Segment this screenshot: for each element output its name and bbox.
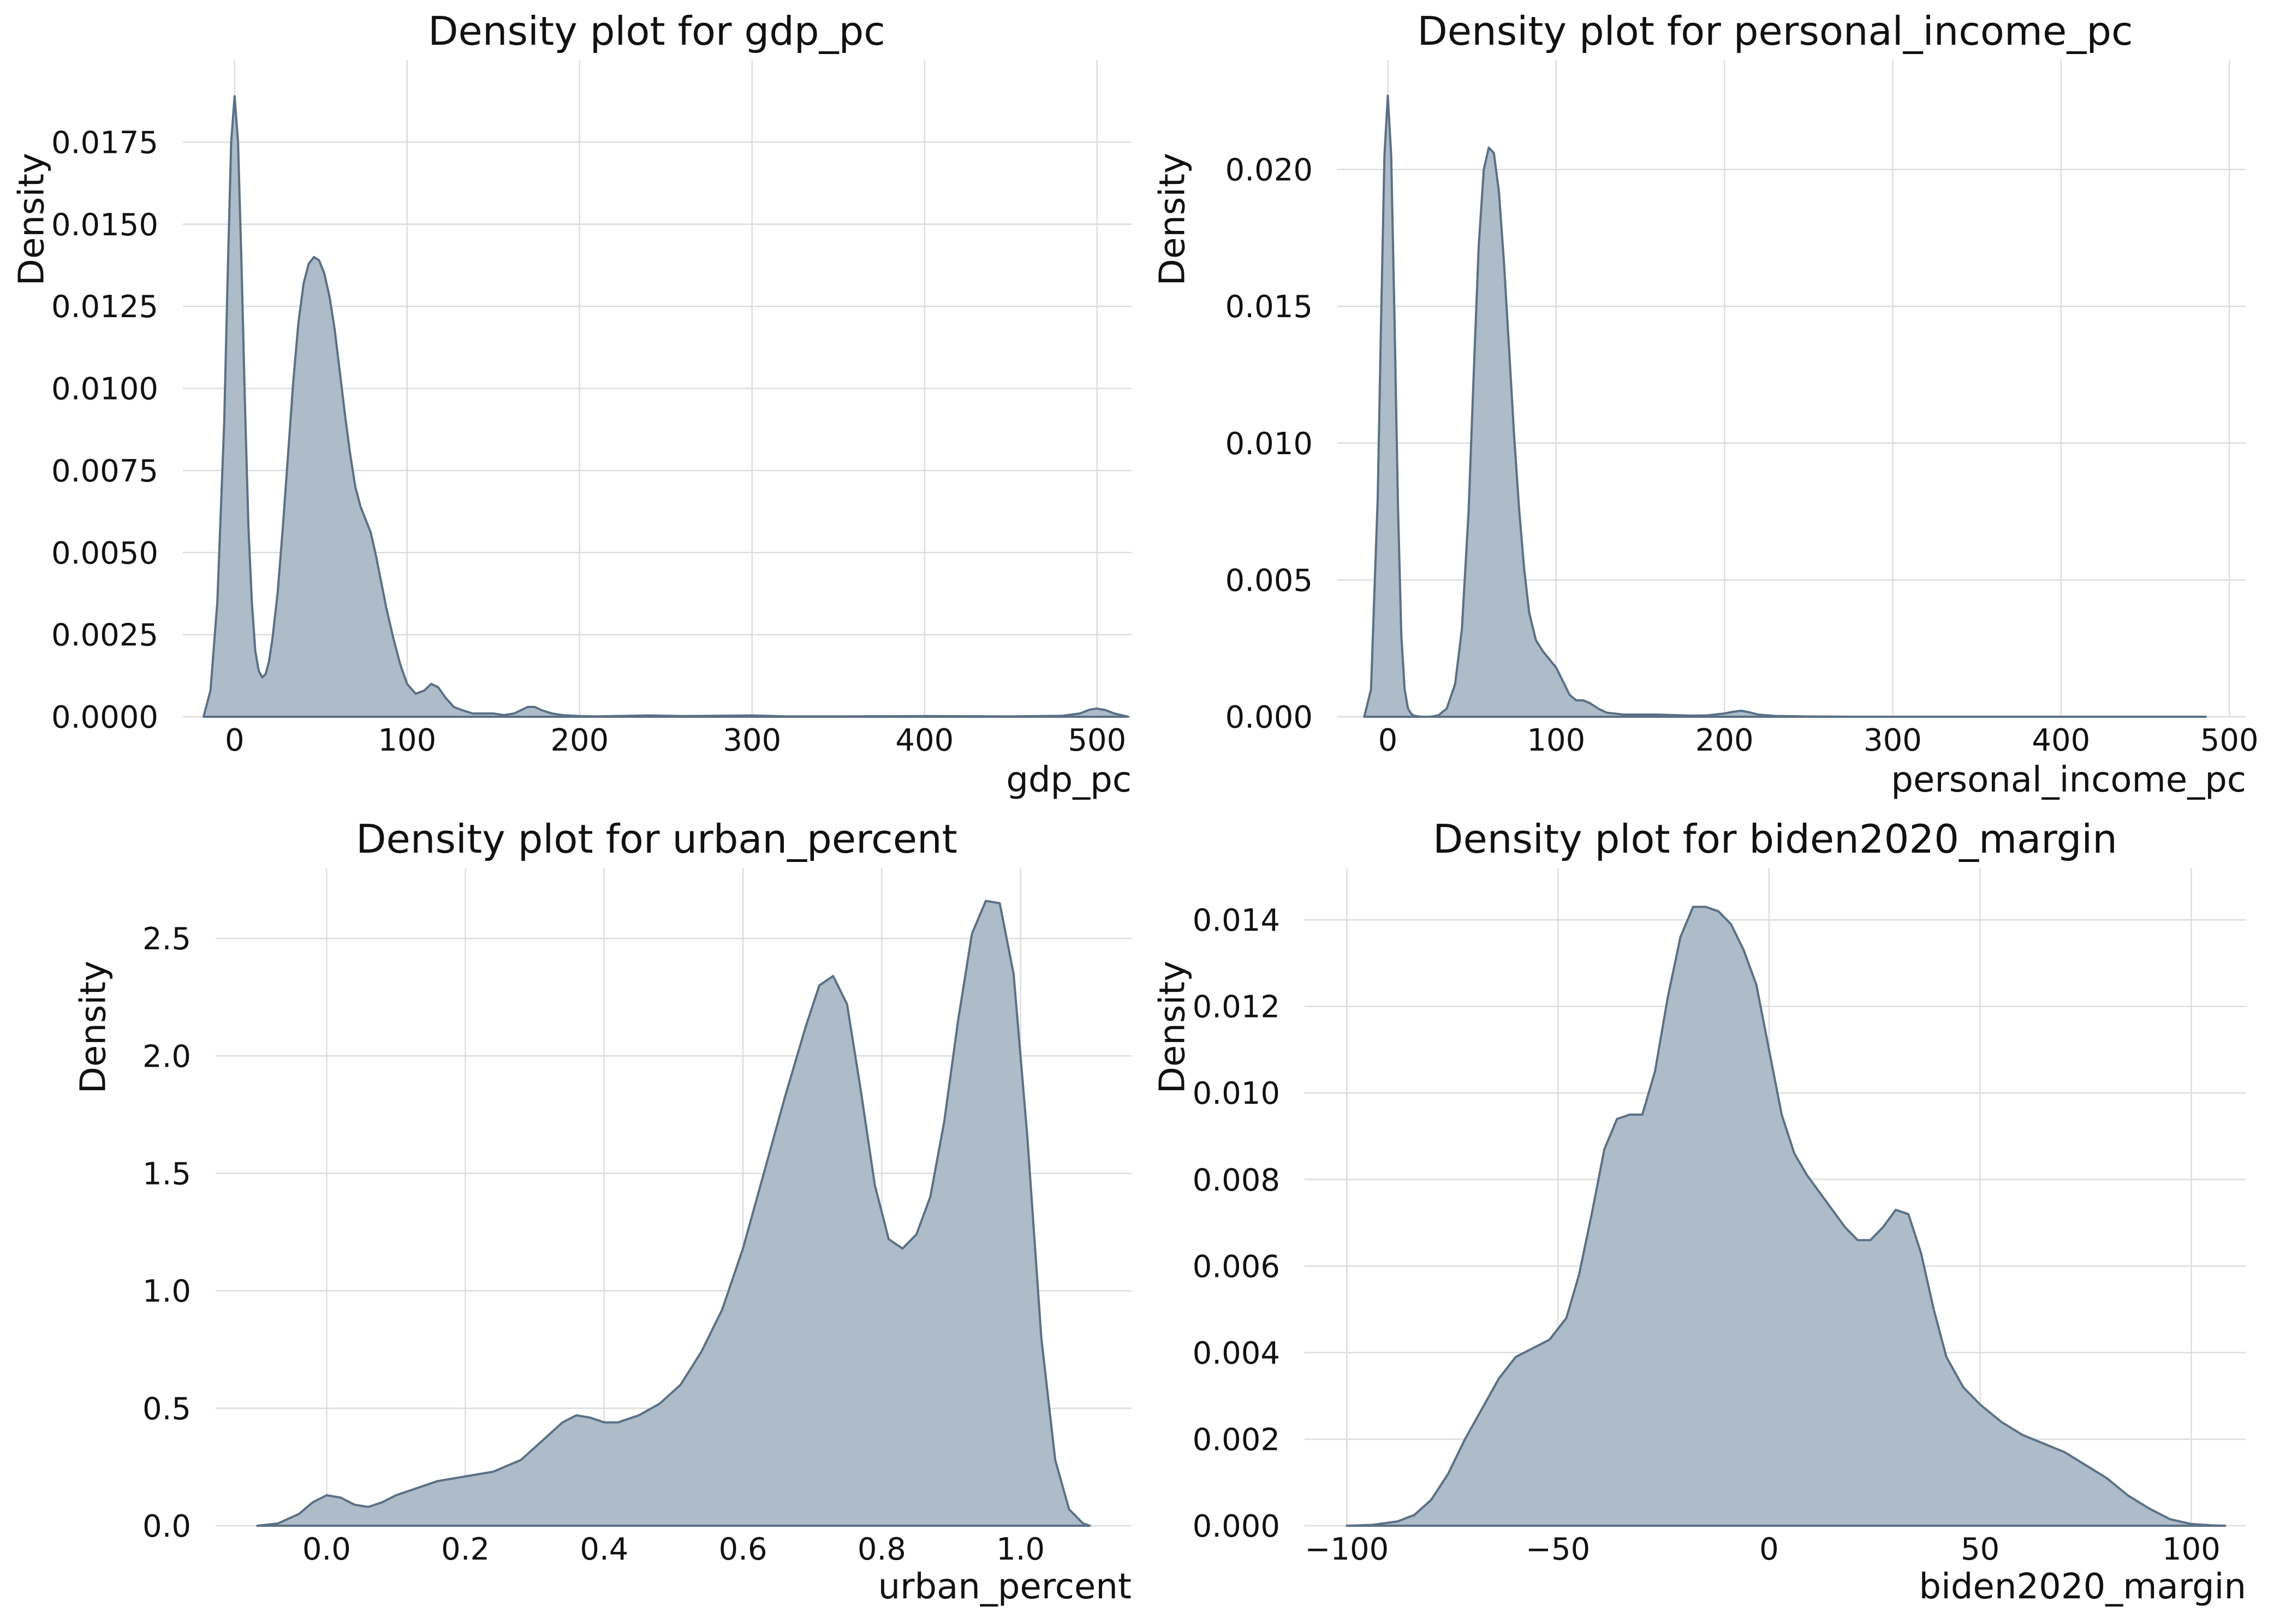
x-tick-label: 100 xyxy=(1527,723,1585,758)
y-tick-label: 0.0125 xyxy=(51,289,158,325)
density-panel-urban-percent: 0.0 0.2 0.4 0.6 0.8 1.0 0.0 0.5 1.0 1.5 2.0 2.5 Dens… xyxy=(74,816,1132,1607)
y-tick-label: 0.0175 xyxy=(51,125,158,160)
y-axis-label-personal-income-pc: Density xyxy=(1153,153,1193,285)
x-axis-label-personal-income-pc: personal_income_pc xyxy=(1891,760,2246,800)
y-tick-label: 0.004 xyxy=(1193,1336,1280,1371)
y-tick-label: 0.0000 xyxy=(51,700,158,735)
x-axis-label-urban-percent: urban_percent xyxy=(878,1567,1132,1607)
x-tick-label: 0.8 xyxy=(858,1532,906,1567)
y-tick-label: 0.0150 xyxy=(51,207,158,243)
y-tick-label: 0.000 xyxy=(1193,1509,1280,1544)
x-tick-label: 0.2 xyxy=(441,1532,490,1567)
x-tick-label: 300 xyxy=(723,723,781,758)
x-tick-label: 500 xyxy=(1068,723,1126,758)
x-tick-label: −50 xyxy=(1526,1532,1590,1567)
density-panel-personal-income-pc: 0 100 200 300 400 500 0.000 0.005 0.010 0.015 0.02… xyxy=(1153,8,2259,800)
chart-title-biden2020-margin: Density plot for biden2020_margin xyxy=(1433,816,2117,862)
y-axis-label-gdp-pc: Density xyxy=(12,153,52,285)
y-tick-label: 0.0025 xyxy=(51,618,158,653)
x-axis-label-biden2020-margin: biden2020_margin xyxy=(1919,1567,2246,1607)
density-area-urban-percent xyxy=(256,900,1091,1527)
y-tick-label: 0.000 xyxy=(1225,700,1313,735)
y-tick-label: 0.0100 xyxy=(51,372,158,407)
y-tick-label: 2.0 xyxy=(142,1039,191,1074)
y-tick-label: 0.020 xyxy=(1225,153,1313,188)
x-tick-label: 1.0 xyxy=(996,1532,1045,1567)
y-axis-label-biden2020-margin: Density xyxy=(1153,961,1193,1093)
density-area-biden2020-margin xyxy=(1346,906,2227,1527)
y-tick-label: 0.5 xyxy=(142,1391,191,1427)
x-tick-label: 50 xyxy=(1961,1532,1999,1567)
x-tick-label: 0 xyxy=(1759,1532,1779,1567)
y-tick-label: 0.0050 xyxy=(51,536,158,571)
chart-title-personal-income-pc: Density plot for personal_income_pc xyxy=(1417,8,2133,54)
x-tick-label: 100 xyxy=(378,723,436,758)
y-tick-label: 0.008 xyxy=(1193,1163,1280,1198)
x-axis-label-gdp-pc: gdp_pc xyxy=(1006,760,1132,800)
x-tick-label: −100 xyxy=(1305,1532,1389,1567)
x-tick-label: 200 xyxy=(1695,723,1754,758)
x-tick-label: 300 xyxy=(1864,723,1922,758)
x-tick-label: 200 xyxy=(550,723,609,758)
x-tick-label: 0 xyxy=(225,723,245,758)
y-tick-label: 0.006 xyxy=(1193,1249,1280,1284)
density-area-personal-income-pc xyxy=(1363,94,2207,718)
x-tick-label: 400 xyxy=(895,723,954,758)
density-panel-biden2020-margin: −100 −50 0 50 100 0.000 0.002 0.004 0.006 0.008 0.… xyxy=(1153,816,2246,1607)
x-tick-label: 0.0 xyxy=(302,1532,351,1567)
x-tick-label: 0.6 xyxy=(719,1532,767,1567)
y-tick-label: 0.014 xyxy=(1193,903,1280,938)
y-axis-label-urban-percent: Density xyxy=(74,961,114,1093)
y-tick-label: 2.5 xyxy=(142,921,191,957)
x-tick-label: 0 xyxy=(1378,723,1398,758)
y-tick-label: 0.010 xyxy=(1193,1076,1280,1111)
y-tick-label: 1.0 xyxy=(142,1274,191,1310)
y-tick-label: 0.002 xyxy=(1193,1422,1280,1458)
chart-title-urban-percent: Density plot for urban_percent xyxy=(356,816,957,862)
density-area-gdp-pc xyxy=(202,95,1129,718)
density-panel-gdp-pc: 0 100 200 300 400 500 0.0000 0.0025 0.0050 0.0075… xyxy=(12,8,1132,800)
y-tick-label: 0.005 xyxy=(1225,563,1313,598)
chart-title-gdp-pc: Density plot for gdp_pc xyxy=(428,8,885,54)
x-tick-label: 400 xyxy=(2032,723,2090,758)
y-tick-label: 0.0 xyxy=(142,1509,191,1544)
y-tick-label: 1.5 xyxy=(142,1156,191,1192)
y-tick-label: 0.012 xyxy=(1193,990,1280,1025)
y-tick-label: 0.0075 xyxy=(51,454,158,489)
x-tick-label: 500 xyxy=(2200,723,2259,758)
y-tick-label: 0.015 xyxy=(1225,289,1313,325)
x-tick-label: 0.4 xyxy=(580,1532,628,1567)
y-tick-label: 0.010 xyxy=(1225,426,1313,462)
x-tick-label: 100 xyxy=(2162,1532,2221,1567)
